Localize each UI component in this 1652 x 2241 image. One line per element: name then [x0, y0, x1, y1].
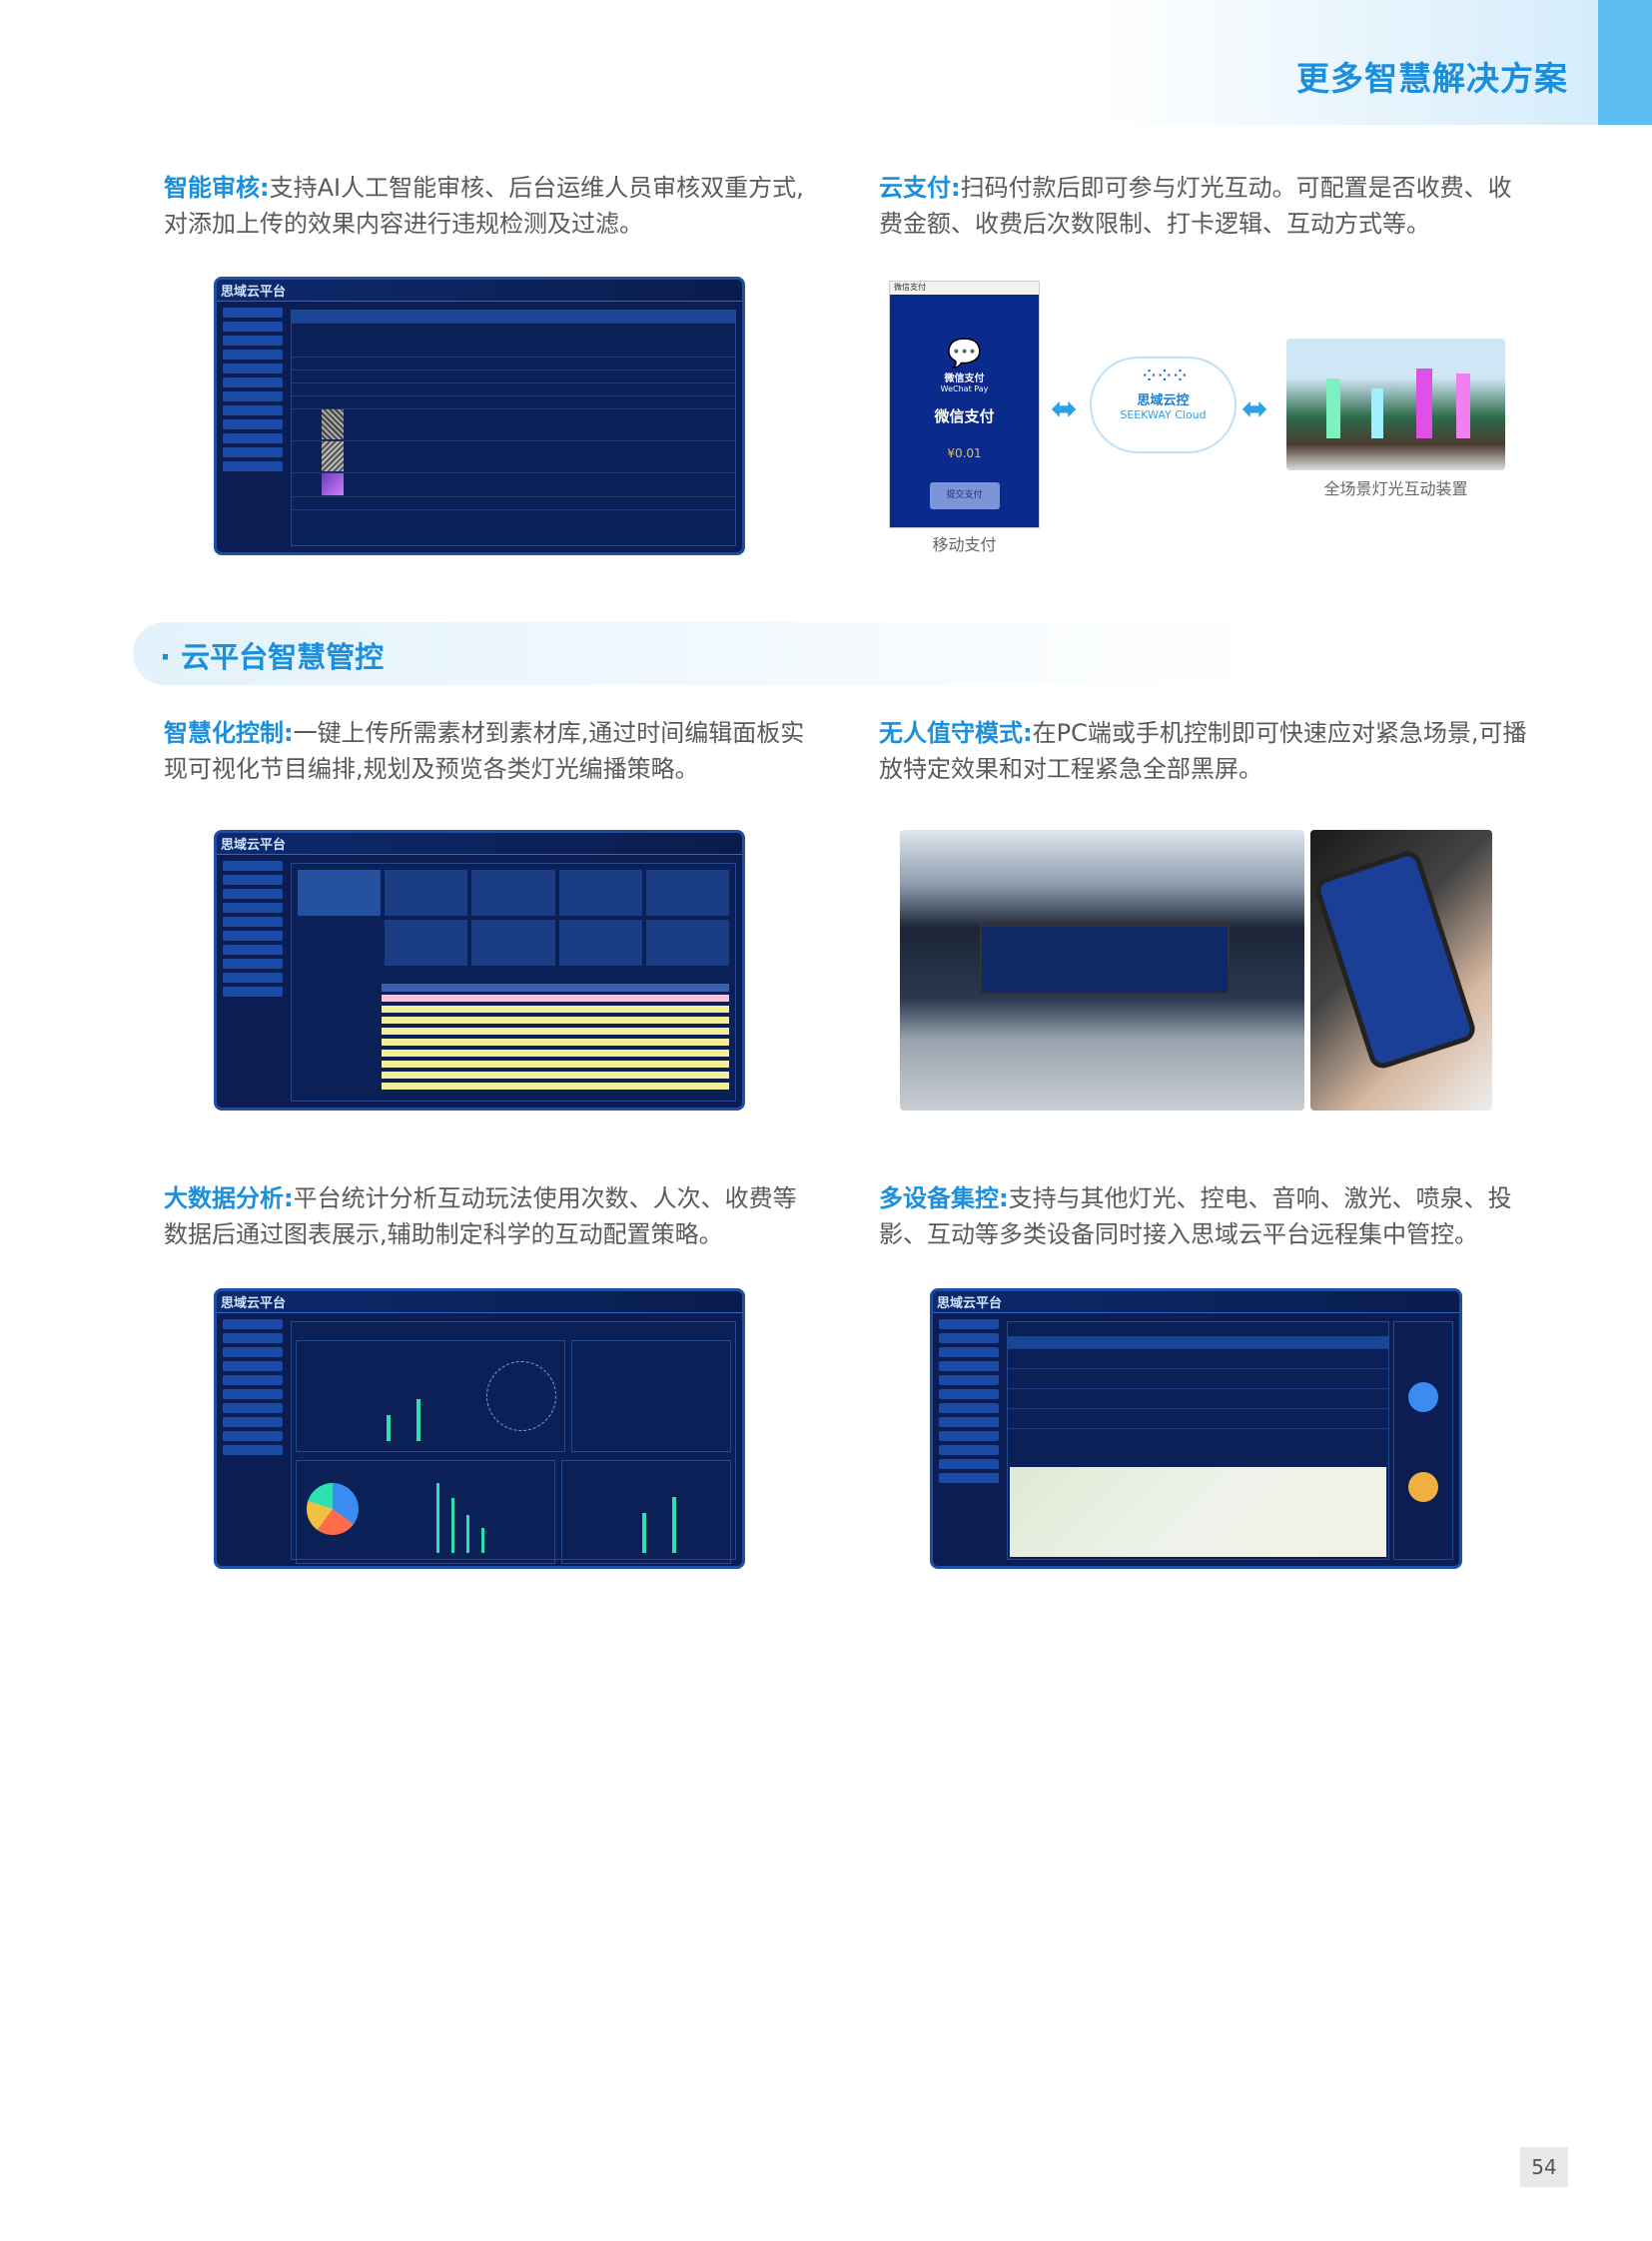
seekway-cloud: ⁘⁘⁘ 思域云控 SEEKWAY Cloud: [1090, 357, 1237, 453]
feature-big-data: 大数据分析:平台统计分析互动玩法使用次数、人次、收费等数据后通过图表展示,辅助制…: [164, 1184, 797, 1248]
control-room-photo: [900, 830, 1304, 1111]
feature-multi-device: 多设备集控:支持与其他灯光、控电、音响、激光、喷泉、投影、互动等多类设备同时接入…: [879, 1184, 1512, 1248]
section-banner: [133, 622, 1271, 685]
header-gradient: [1099, 0, 1598, 125]
control-dashboard-screenshot: 思域云平台: [214, 830, 745, 1111]
wechat-icon: 💬: [947, 337, 982, 370]
phone-control-photo: [1310, 830, 1492, 1111]
window-title: 微信支付: [890, 282, 1039, 295]
feature-smart-review: 智能审核:支持AI人工智能审核、后台运维人员审核双重方式,对添加上传的效果内容进…: [164, 174, 804, 238]
analytics-dashboard-screenshot: 思域云平台: [214, 1288, 745, 1569]
dashboard-logo: 思域云平台: [221, 838, 287, 853]
brand-cn: 微信支付: [944, 374, 985, 384]
submit-pay-button[interactable]: 提交支付: [929, 482, 1000, 509]
feature-smart-control: 智慧化控制:一键上传所需素材到素材库,通过时间编辑面板实现可视化节目编排,规划及…: [164, 719, 805, 783]
device-caption: 全场景灯光互动装置: [1323, 479, 1468, 498]
section-title: · 云平台智慧管控: [160, 640, 385, 674]
page-title: 更多智慧解决方案: [1296, 59, 1568, 98]
mobile-pay-caption: 移动支付: [932, 535, 997, 554]
review-dashboard-screenshot: 思域云平台: [214, 277, 745, 555]
pay-heading: 微信支付: [934, 407, 995, 425]
multi-device-dashboard-screenshot: 思域云平台: [930, 1288, 1462, 1569]
wechat-pay-phone: 微信支付 💬 微信支付 WeChat Pay 微信支付 ¥0.01 提交支付: [889, 281, 1040, 528]
double-arrow-icon: ⬌: [1241, 389, 1268, 427]
cloud-name-en: SEEKWAY Cloud: [1120, 408, 1207, 421]
cloud-logo-icon: ⁘⁘⁘: [1140, 365, 1189, 389]
page-number: 54: [1520, 2147, 1568, 2187]
dashboard-logo: 思域云平台: [937, 1296, 1003, 1311]
dashboard-logo: 思域云平台: [221, 1296, 287, 1311]
light-installation-photo: [1286, 339, 1505, 470]
pay-amount: ¥0.01: [947, 446, 982, 460]
brand-en: WeChat Pay: [940, 384, 989, 393]
double-arrow-icon: ⬌: [1051, 389, 1078, 427]
feature-unattended-mode: 无人值守模式:在PC端或手机控制即可快速应对紧急场景,可播放特定效果和对工程紧急…: [879, 719, 1527, 783]
header-accent-bar: [1598, 0, 1652, 125]
feature-cloud-payment: 云支付:扫码付款后即可参与灯光互动。可配置是否收费、收费金额、收费后次数限制、打…: [879, 174, 1512, 238]
cloud-name-cn: 思域云控: [1137, 393, 1190, 408]
dashboard-logo: 思域云平台: [221, 285, 287, 300]
